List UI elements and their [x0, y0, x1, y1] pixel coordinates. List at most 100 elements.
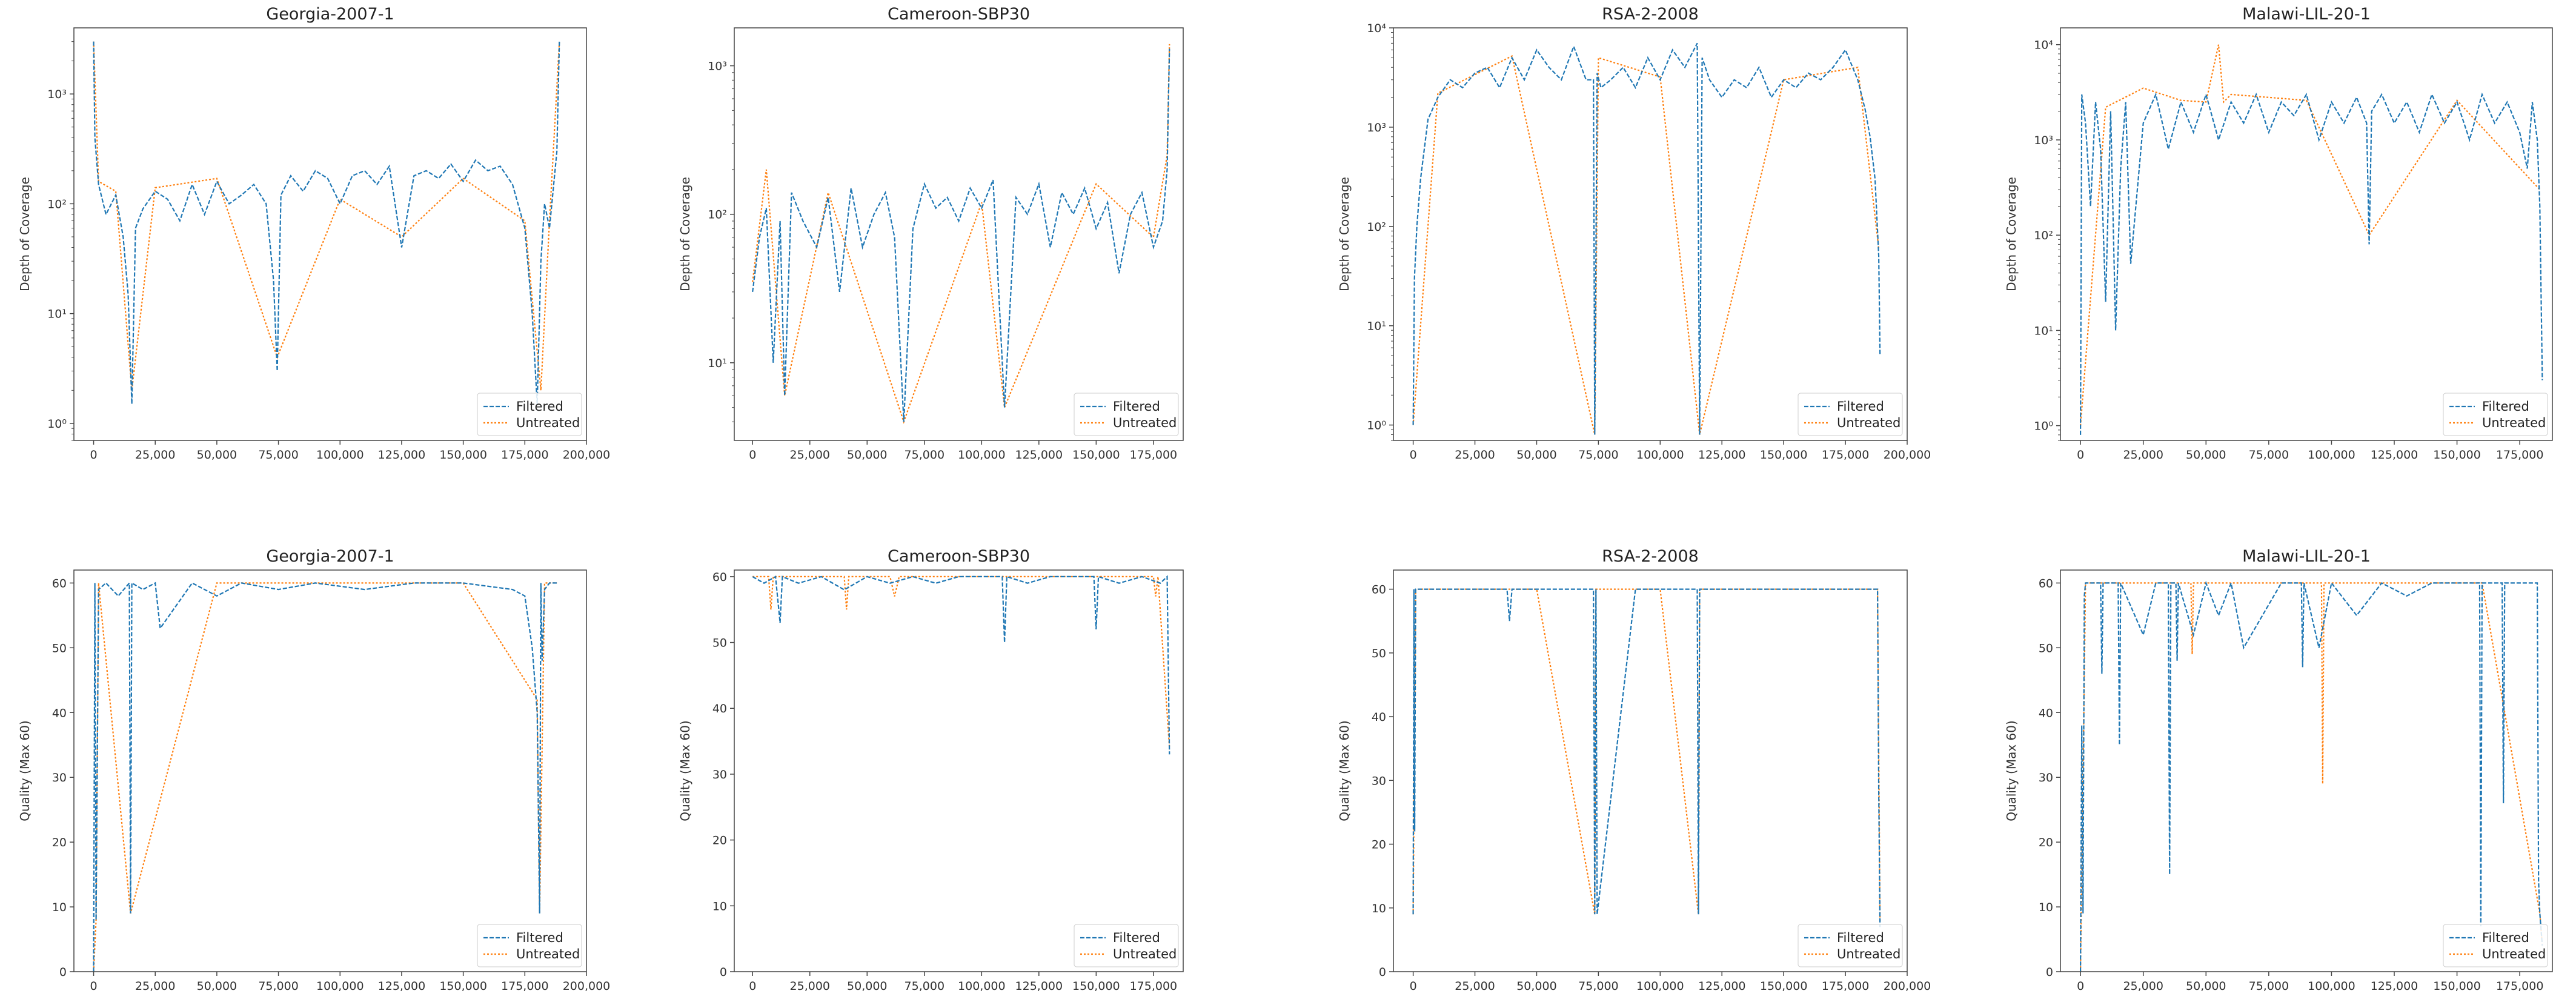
chart-2-legend-box [1074, 393, 1179, 436]
chart-7-legend-label-untreated: Untreated [1837, 947, 1900, 961]
chart-3-legend: Filtered Untreated [1798, 393, 1903, 436]
chart-2-ytick-label: 10² [708, 208, 727, 222]
chart-3-plot-frame [1393, 27, 1908, 441]
chart-6-ylabel: Quality (Max 60) [678, 720, 692, 821]
chart-3-xtick-label: 100,000 [1636, 448, 1684, 462]
chart-1-legend: Filtered Untreated [477, 393, 582, 436]
chart-3-legend-label-filtered: Filtered [1837, 399, 1884, 414]
chart-6-ytick-label: 10 [712, 900, 727, 913]
chart-7-xtick-label: 50,000 [1516, 980, 1556, 993]
chart-7-xtick-label: 200,000 [1884, 980, 1931, 993]
chart-8-ytick-label: 60 [2039, 577, 2053, 590]
chart-6-legend: Filtered Untreated [1074, 924, 1179, 967]
chart-7-legend: Filtered Untreated [1798, 924, 1903, 967]
chart-5-xtick-label: 175,000 [501, 980, 549, 993]
chart-6-series-filtered [752, 575, 1170, 755]
chart-2-xtick-label: 125,000 [1015, 448, 1063, 462]
chart-8-ytick-label: 0 [2046, 966, 2053, 979]
chart-1-ytick-label: 10⁰ [47, 417, 67, 431]
chart-1-series-untreated [93, 41, 560, 391]
chart-8-xtick-label: 25,000 [2123, 980, 2163, 993]
chart-5-series-untreated [93, 582, 557, 972]
chart-3-xtick-label: 25,000 [1455, 448, 1495, 462]
chart-7-ytick-label: 10 [1372, 902, 1386, 915]
chart-5-xtick-label: 150,000 [439, 980, 487, 993]
chart-5-xtick-label: 75,000 [258, 980, 298, 993]
chart-7-xtick-label: 150,000 [1760, 980, 1808, 993]
chart-7-xtick-label: 125,000 [1698, 980, 1746, 993]
chart-3-legend-box [1798, 393, 1903, 436]
chart-4-ytick-label: 10⁰ [2034, 420, 2053, 433]
chart-4-title: Malawi-LIL-20-1 [2242, 5, 2371, 24]
chart-8-xtick-label: 75,000 [2249, 980, 2289, 993]
chart-3-ytick-label: 10⁰ [1367, 419, 1386, 433]
chart-5-ytick-label: 30 [52, 771, 67, 784]
chart-2-xtick-label: 175,000 [1130, 448, 1178, 462]
chart-2-ytick-label: 10¹ [708, 357, 727, 370]
chart-4-xtick-label: 50,000 [2186, 448, 2226, 462]
chart-1-legend-label-filtered: Filtered [516, 399, 563, 414]
chart-8-ytick-label: 10 [2039, 901, 2053, 914]
chart-4-legend-label-untreated: Untreated [2482, 416, 2546, 430]
chart-8-legend: Filtered Untreated [2443, 924, 2548, 967]
chart-6: Cameroon-SBP30 Quality (Max 60) 0 25,000 50,… [678, 547, 1184, 993]
chart-6-xtick-label: 75,000 [905, 980, 944, 993]
chart-7-xtick-label: 25,000 [1455, 980, 1495, 993]
chart-3-xtick-label: 125,000 [1698, 448, 1746, 462]
chart-5-xtick-label: 50,000 [197, 980, 237, 993]
chart-3-ylabel: Depth of Coverage [1337, 177, 1352, 291]
chart-2-series-untreated [752, 44, 1170, 424]
chart-6-xtick-label: 125,000 [1015, 980, 1063, 993]
chart-2-legend-label-filtered: Filtered [1113, 399, 1160, 414]
chart-8-ylabel: Quality (Max 60) [2004, 720, 2019, 821]
chart-2-legend: Filtered Untreated [1074, 393, 1179, 436]
chart-8-xtick-label: 150,000 [2433, 980, 2481, 993]
chart-6-xtick-label: 150,000 [1072, 980, 1120, 993]
chart-3: RSA-2-2008 Depth of Coverage 0 25,000 50,000… [1337, 5, 1931, 462]
chart-5-ytick-label: 0 [59, 966, 67, 979]
chart-4-xtick-label: 0 [2077, 448, 2084, 462]
chart-6-xtick-label: 0 [749, 980, 756, 993]
chart-5-title: Georgia-2007-1 [266, 547, 394, 566]
chart-3-ytick-label: 10¹ [1367, 320, 1386, 333]
chart-2-xtick-label: 150,000 [1072, 448, 1120, 462]
chart-4-ylabel: Depth of Coverage [2004, 177, 2019, 291]
chart-7-series-untreated [1412, 588, 1881, 921]
chart-8-xtick-label: 175,000 [2496, 980, 2544, 993]
chart-5-ytick-label: 50 [52, 642, 67, 655]
chart-1-series-filtered [93, 41, 560, 405]
chart-8-xtick-label: 0 [2077, 980, 2084, 993]
chart-4-legend-box [2443, 393, 2548, 436]
chart-5-plot-frame [73, 569, 587, 972]
chart-5-xtick-label: 100,000 [316, 980, 364, 993]
chart-6-legend-label-filtered: Filtered [1113, 930, 1160, 945]
chart-8-ytick-label: 20 [2039, 836, 2053, 849]
chart-7-legend-label-filtered: Filtered [1837, 930, 1884, 945]
chart-7-ytick-label: 50 [1372, 647, 1386, 660]
chart-2-plot-frame [734, 27, 1184, 441]
chart-6-ytick-label: 30 [712, 768, 727, 781]
chart-8-legend-box [2443, 924, 2548, 967]
chart-1-ytick-label: 10² [47, 197, 67, 211]
chart-7-ytick-label: 60 [1372, 583, 1386, 597]
chart-4-legend-label-filtered: Filtered [2482, 399, 2529, 414]
chart-3-series-filtered [1412, 42, 1881, 435]
chart-8-legend-label-untreated: Untreated [2482, 947, 2546, 961]
chart-2-xtick-label: 100,000 [958, 448, 1006, 462]
chart-4-series-untreated [2080, 44, 2541, 426]
chart-6-xtick-label: 100,000 [958, 980, 1006, 993]
chart-7-ylabel: Quality (Max 60) [1337, 720, 1352, 821]
chart-2-legend-label-untreated: Untreated [1113, 416, 1177, 430]
chart-3-series-untreated [1412, 55, 1880, 435]
chart-8-series-filtered [2080, 580, 2543, 972]
chart-1-xtick-label: 150,000 [439, 448, 487, 462]
chart-8-ytick-label: 30 [2039, 771, 2053, 784]
chart-3-ytick-label: 10² [1367, 221, 1386, 234]
chart-5-ytick-label: 40 [52, 706, 67, 720]
chart-6-xtick-label: 175,000 [1130, 980, 1178, 993]
chart-6-ytick-label: 60 [712, 571, 727, 584]
chart-2-xtick-label: 75,000 [905, 448, 944, 462]
chart-8-series-untreated [2080, 582, 2543, 972]
chart-5-legend: Filtered Untreated [477, 924, 582, 967]
